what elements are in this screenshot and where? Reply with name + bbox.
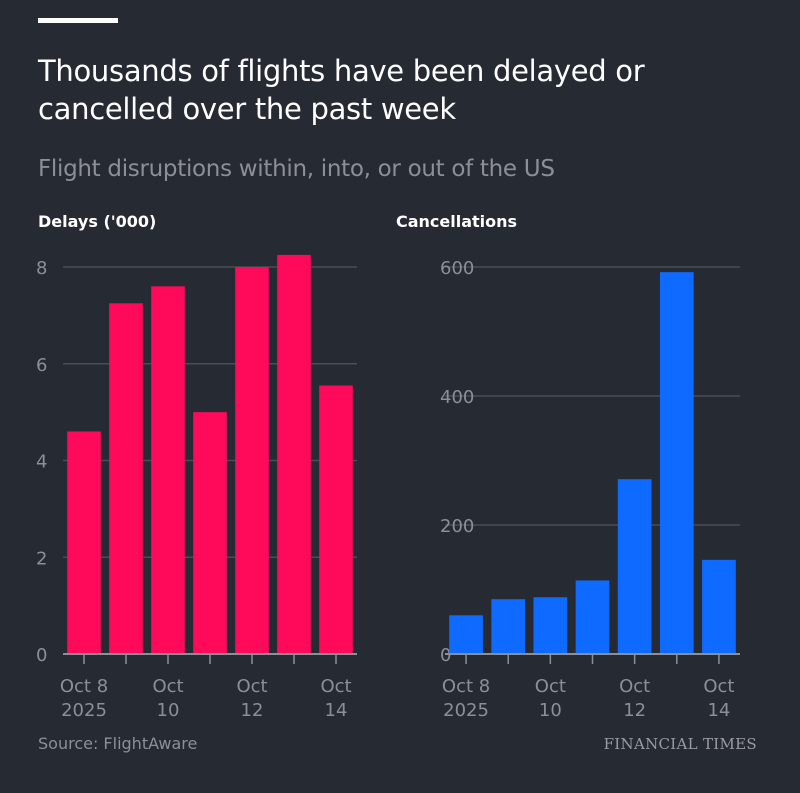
delay-bar: [151, 286, 185, 654]
y-tick-label: 600: [440, 258, 474, 279]
source-note: Source: FlightAware: [38, 734, 198, 753]
x-tick-label: Oct: [619, 676, 650, 697]
cancel-bar: [617, 479, 652, 654]
x-tick-label: 2025: [61, 700, 107, 721]
x-tick-label: 12: [623, 700, 646, 721]
delay-bar: [109, 303, 143, 654]
delay-bar: [277, 254, 311, 654]
chart-title: Thousands of flights have been delayed o…: [38, 54, 645, 126]
y-tick-label: 400: [440, 387, 474, 408]
cancellations-panel-title: Cancellations: [396, 212, 518, 231]
y-tick-label: 2: [36, 548, 47, 569]
chart-subtitle: Flight disruptions within, into, or out …: [38, 156, 555, 182]
brand-bar: [38, 18, 118, 23]
x-tick-label: Oct: [703, 676, 734, 697]
y-tick-label: 4: [36, 452, 47, 473]
x-tick-label: 12: [241, 700, 264, 721]
delay-bar: [193, 412, 227, 654]
y-tick-label: 6: [36, 355, 47, 376]
cancel-bar: [575, 580, 610, 654]
cancel-bar: [533, 597, 568, 654]
x-tick-label: 14: [707, 700, 730, 721]
ft-logo: FINANCIAL TIMES: [603, 735, 757, 753]
x-tick-label: 10: [157, 700, 180, 721]
x-tick-label: Oct 8: [442, 676, 490, 697]
x-tick-label: Oct: [152, 676, 183, 697]
x-tick-label: 10: [539, 700, 562, 721]
cancel-bar: [491, 599, 526, 654]
x-tick-label: Oct 8: [60, 676, 108, 697]
y-tick-label: 200: [440, 516, 474, 537]
x-tick-label: 2025: [443, 700, 489, 721]
delay-bar: [67, 431, 101, 654]
y-tick-label: 0: [440, 645, 451, 666]
x-tick-label: 14: [325, 700, 348, 721]
cancel-bar: [659, 272, 694, 654]
x-tick-label: Oct: [535, 676, 566, 697]
delay-bar: [235, 267, 269, 654]
delay-bar: [319, 385, 353, 654]
y-tick-label: 0: [36, 645, 47, 666]
delays-panel-title: Delays ('000): [38, 212, 157, 231]
cancel-bar: [702, 559, 736, 654]
x-tick-label: Oct: [236, 676, 267, 697]
y-tick-label: 8: [36, 258, 47, 279]
x-tick-label: Oct: [320, 676, 351, 697]
cancel-bar: [449, 615, 483, 654]
